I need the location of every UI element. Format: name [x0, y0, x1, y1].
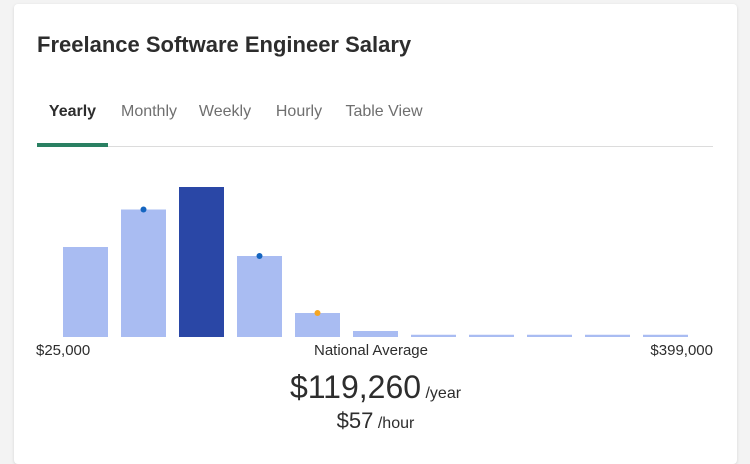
period-tabs: Yearly Monthly Weekly Hourly Table View [37, 96, 713, 147]
national-average-label: National Average [314, 342, 428, 359]
yearly-salary-value: $119,260 [289, 369, 422, 405]
salary-histogram [63, 187, 688, 337]
yearly-salary: $119,260 /year [14, 369, 737, 406]
card-title: Freelance Software Engineer Salary [37, 32, 412, 57]
range-min-label: $25,000 [36, 342, 91, 359]
histogram-bar [63, 247, 108, 337]
histogram-bar [295, 313, 340, 337]
bar-marker-dot [314, 310, 321, 316]
histogram-bar [643, 334, 688, 337]
histogram-bar [237, 256, 282, 337]
hourly-salary-unit: /hour [377, 415, 415, 432]
histogram-bar [469, 334, 514, 337]
yearly-salary-unit: /year [425, 385, 462, 402]
tab-monthly[interactable]: Monthly [120, 103, 178, 120]
histogram-bar [411, 334, 456, 337]
active-tab-indicator [37, 143, 108, 147]
tab-weekly[interactable]: Weekly [198, 103, 252, 120]
histogram-bar [121, 209, 166, 337]
histogram-bar [527, 334, 572, 337]
salary-card: Freelance Software Engineer Salary Yearl… [14, 4, 737, 464]
tab-hourly[interactable]: Hourly [275, 103, 323, 120]
range-max-label: $399,000 [650, 342, 713, 359]
histogram-bar [585, 334, 630, 337]
bar-marker-dot [256, 253, 263, 259]
tab-yearly[interactable]: Yearly [48, 103, 97, 120]
hourly-salary: $57 /hour [14, 408, 737, 434]
bar-marker-dot [140, 206, 147, 213]
hourly-salary-value: $57 [336, 408, 374, 433]
histogram-bar [179, 187, 224, 337]
histogram-bar [353, 331, 398, 337]
tab-table-view[interactable]: Table View [345, 103, 423, 120]
